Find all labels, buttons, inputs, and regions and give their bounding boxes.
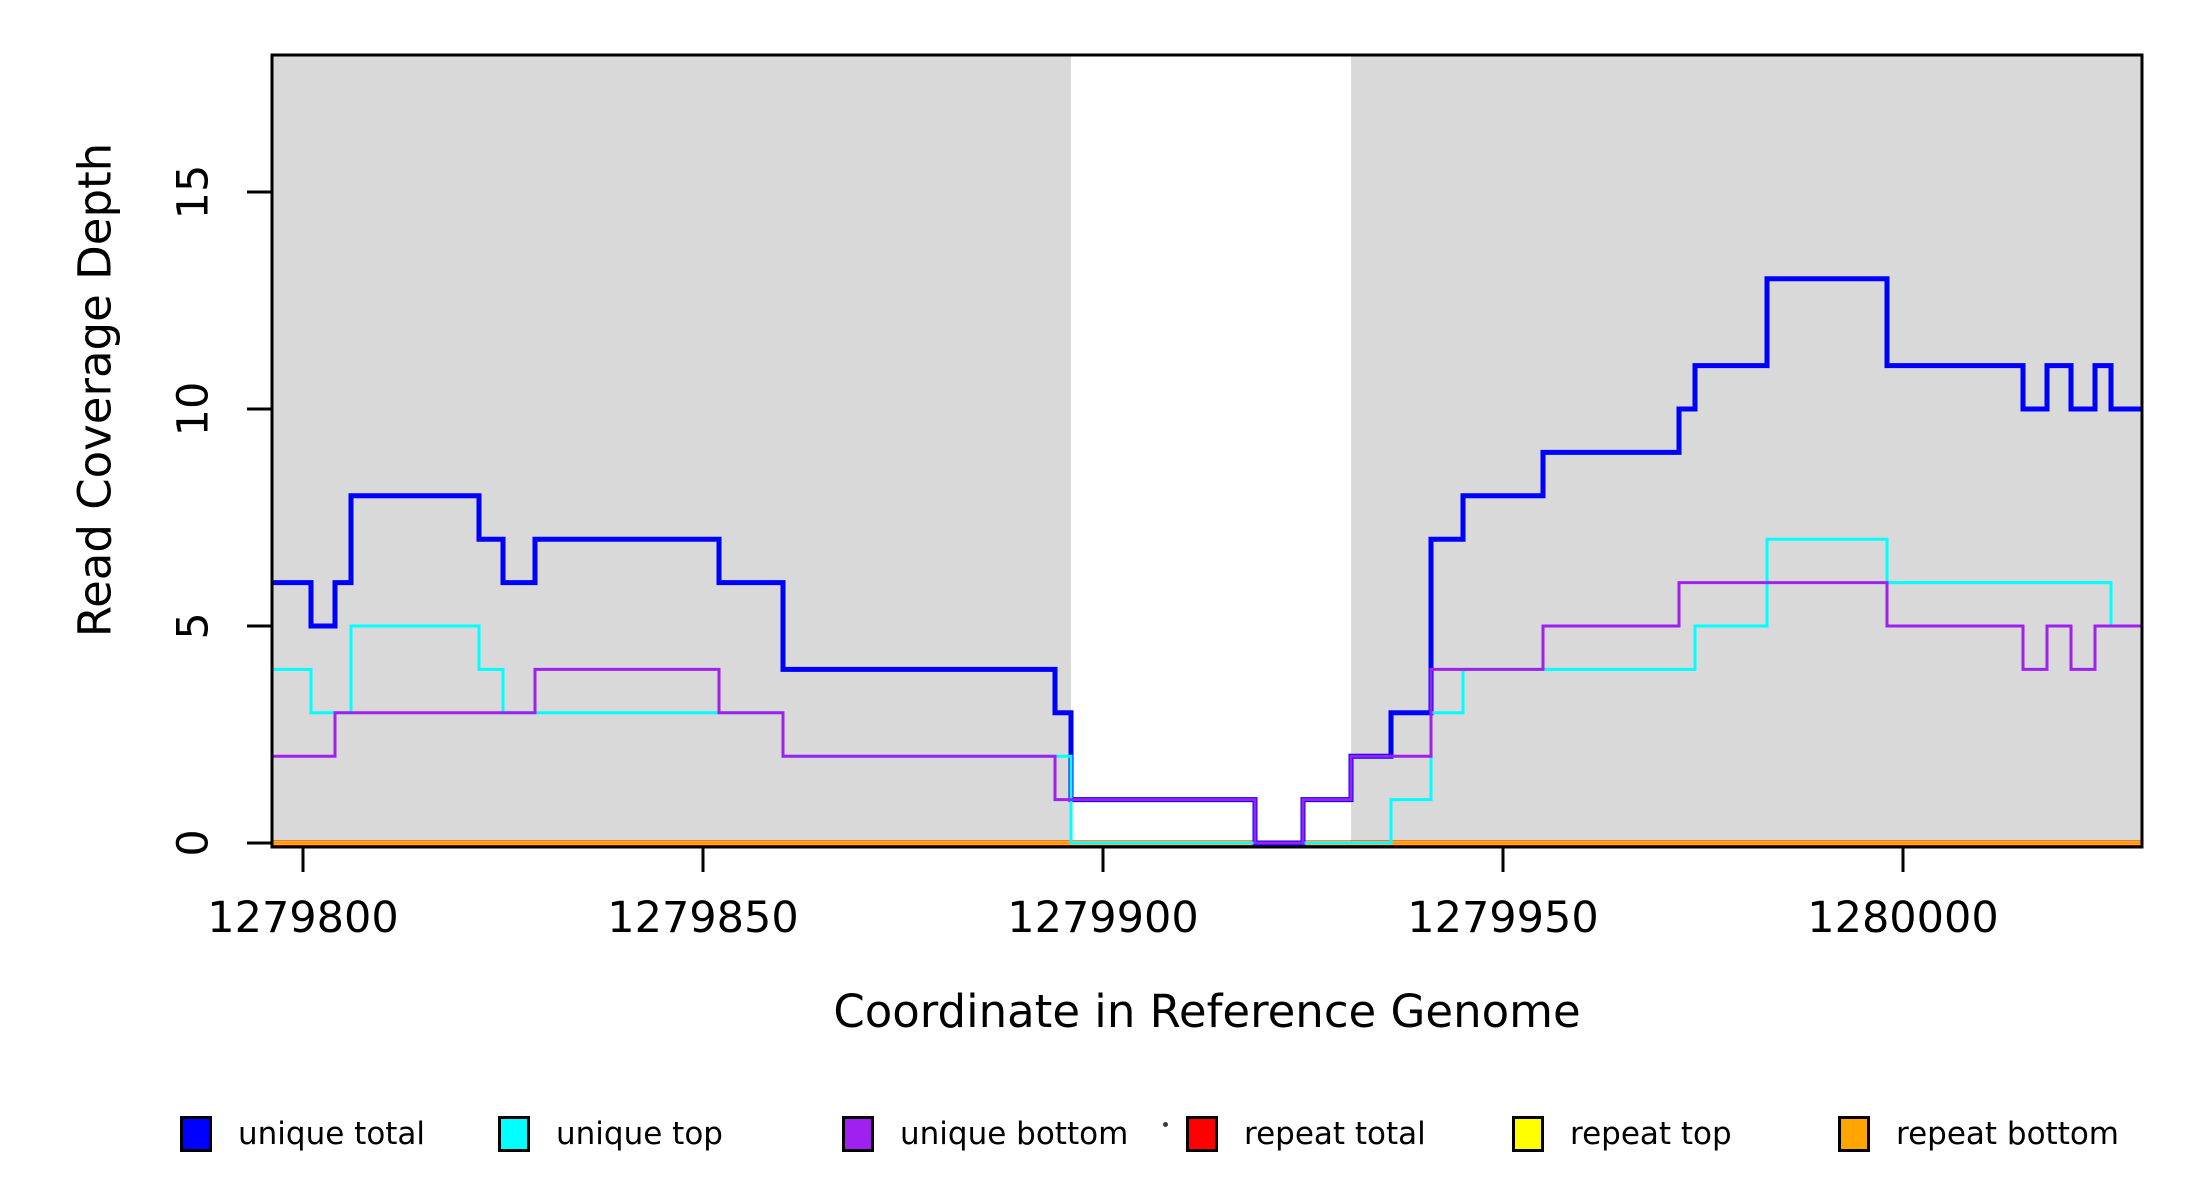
x-tick-label: 1279850 xyxy=(607,893,799,943)
x-tick-label: 1279950 xyxy=(1407,893,1599,943)
x-tick-label: 1279900 xyxy=(1007,893,1199,943)
y-tick-label: 5 xyxy=(168,612,218,639)
y-tick-label: 10 xyxy=(168,382,218,437)
y-axis-title: Read Coverage Depth xyxy=(68,142,122,638)
stray-dot-artifact xyxy=(1163,1122,1168,1127)
y-tick-label: 15 xyxy=(168,165,218,220)
series-unique-bottom xyxy=(272,581,2142,845)
x-tick-label: 1280000 xyxy=(1807,893,1999,943)
x-axis-title: Coordinate in Reference Genome xyxy=(833,985,1581,1038)
y-tick-label: 0 xyxy=(168,829,218,856)
series-unique-top xyxy=(272,537,2142,845)
unique-region-shading xyxy=(1351,56,2142,842)
plot-box-border xyxy=(270,53,2144,849)
unique-region-shading xyxy=(272,56,1071,842)
x-tick-label: 1279800 xyxy=(207,893,399,943)
